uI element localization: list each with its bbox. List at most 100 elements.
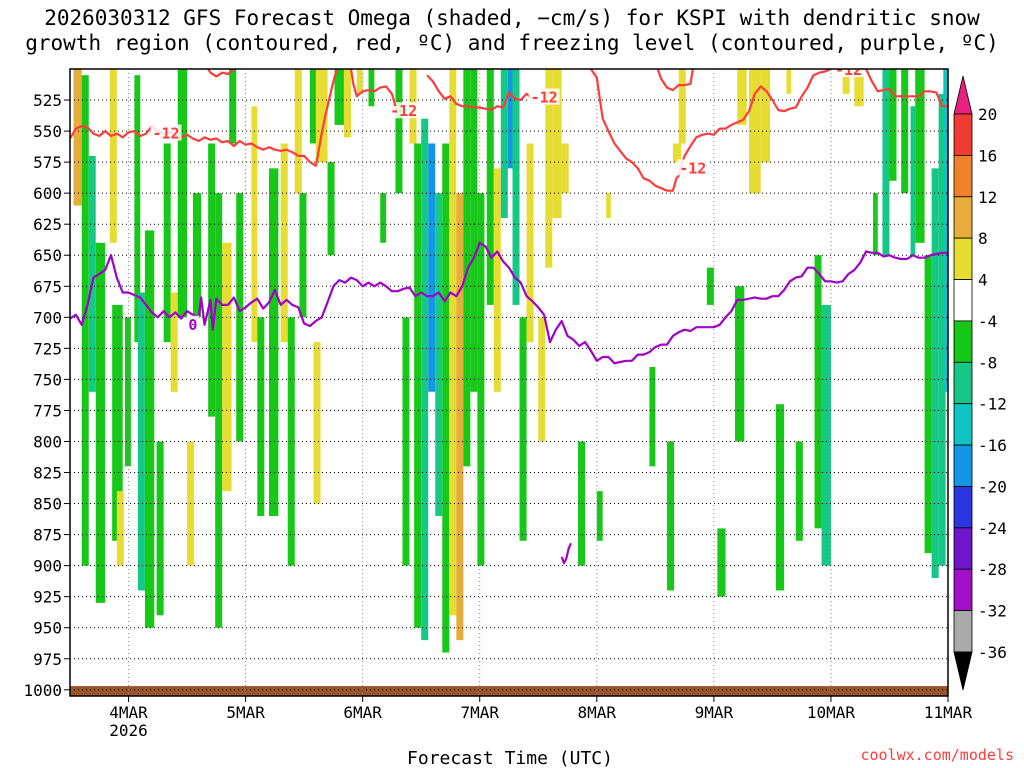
dendritic-contour-label-0: -12 xyxy=(152,125,179,143)
omega-region-7 xyxy=(125,317,131,467)
omega-region-82 xyxy=(873,193,878,256)
omega-region-30 xyxy=(313,342,321,504)
omega-region-25 xyxy=(280,143,288,343)
x-tick-label-9MAR: 9MAR xyxy=(695,703,734,722)
omega-region-80 xyxy=(842,69,850,94)
omega-region-53 xyxy=(500,69,508,218)
colorbar-label-8: -16 xyxy=(978,436,1007,455)
omega-region-81 xyxy=(854,69,864,107)
y-tick-label-775: 775 xyxy=(33,401,62,420)
colorbar-label-4: 4 xyxy=(978,271,988,290)
dendritic-contour-label-5: -12 xyxy=(835,61,862,79)
colorbar-band-bottom-arrow xyxy=(953,651,973,691)
y-tick-label-950: 950 xyxy=(33,619,62,638)
chart-title-line-1: 2026030312 GFS Forecast Omega (shaded, −… xyxy=(44,6,980,30)
site-credit[interactable]: coolwx.com/models xyxy=(860,746,1014,764)
freezing-contour-label-0: 0 xyxy=(188,316,197,334)
omega-region-55 xyxy=(512,69,520,305)
omega-region-35 xyxy=(356,69,363,94)
y-tick-label-525: 525 xyxy=(33,91,62,110)
x-tick-label-5MAR: 5MAR xyxy=(226,703,265,722)
y-tick-label-925: 925 xyxy=(33,588,62,607)
x-tick-sublabel-4MAR: 2026 xyxy=(109,721,148,740)
dendritic-contour-6 xyxy=(865,69,948,108)
colorbar-label-11: -28 xyxy=(978,560,1007,579)
omega-region-60 xyxy=(552,69,562,218)
colorbar-label-10: -24 xyxy=(978,519,1007,538)
dendritic-contour-label-bg-3 xyxy=(528,88,560,105)
omega-region-34 xyxy=(343,69,351,138)
dendritic-contour-label-bg-4 xyxy=(677,159,709,176)
y-tick-label-975: 975 xyxy=(33,650,62,669)
dendritic-contour-2 xyxy=(349,69,397,107)
omega-region-78 xyxy=(814,255,822,529)
freezing-contour-1 xyxy=(560,542,572,565)
freezing-contour-0 xyxy=(70,241,948,365)
y-axis: 525 550 575 600 625 650 675 700 725 750 775 800 825 8… xyxy=(23,91,70,700)
omega-region-45 xyxy=(442,143,450,653)
omega-region-85 xyxy=(901,69,909,194)
omega-region-5 xyxy=(112,304,123,541)
omega-region-8 xyxy=(134,75,141,343)
omega-region-42 xyxy=(421,118,429,641)
contour-lines: -12 -12 -12 -12 -12 0 xyxy=(70,61,948,565)
omega-region-54 xyxy=(507,69,513,169)
omega-region-88 xyxy=(924,255,932,554)
dendritic-contour-1 xyxy=(207,69,235,78)
omega-region-23 xyxy=(257,317,265,516)
colorbar-label-5: -4 xyxy=(978,312,997,331)
dendritic-contour-label-4: -12 xyxy=(679,159,706,177)
omega-region-19 xyxy=(222,242,232,492)
omega-region-0 xyxy=(73,69,82,206)
omega-region-2 xyxy=(88,155,96,392)
omega-region-46 xyxy=(449,69,457,616)
y-tick-label-625: 625 xyxy=(33,215,62,234)
colorbar-label-13: -36 xyxy=(978,643,1007,662)
omega-region-89 xyxy=(931,168,939,579)
omega-region-48 xyxy=(463,69,471,467)
omega-region-37 xyxy=(380,193,387,243)
omega-region-39 xyxy=(402,317,410,566)
y-tick-label-550: 550 xyxy=(33,122,62,141)
omega-region-13 xyxy=(170,292,178,392)
omega-region-67 xyxy=(678,69,686,144)
colorbar-band-12 xyxy=(953,568,973,612)
omega-region-6 xyxy=(116,491,124,566)
colorbar-label-6: -8 xyxy=(978,353,997,372)
omega-region-74 xyxy=(760,69,771,163)
omega-region-51 xyxy=(486,69,494,305)
dendritic-contour-0 xyxy=(70,69,338,167)
colorbar-band-8 xyxy=(953,403,973,446)
colorbar-band-6 xyxy=(953,320,973,363)
omega-region-76 xyxy=(786,69,792,94)
omega-region-3 xyxy=(95,242,106,603)
colorbar-label-7: -12 xyxy=(978,395,1007,414)
omega-region-56 xyxy=(519,317,527,541)
colorbar-band-1 xyxy=(953,113,973,156)
omega-region-50 xyxy=(477,193,485,566)
y-tick-label-900: 900 xyxy=(33,557,62,576)
omega-region-65 xyxy=(649,366,656,467)
x-tick-label-6MAR: 6MAR xyxy=(343,703,382,722)
omega-region-75 xyxy=(775,404,785,591)
colorbar-band-10 xyxy=(953,486,973,529)
y-tick-label-725: 725 xyxy=(33,339,62,358)
omega-region-1 xyxy=(81,75,89,566)
omega-region-79 xyxy=(821,304,831,566)
omega-region-31 xyxy=(315,69,328,163)
y-tick-label-850: 850 xyxy=(33,495,62,514)
colorbar-band-5 xyxy=(953,279,973,322)
omega-region-49 xyxy=(470,69,478,392)
colorbar-band-4 xyxy=(953,237,973,280)
colorbar-band-7 xyxy=(953,361,973,405)
omega-region-41 xyxy=(414,143,422,628)
omega-region-12 xyxy=(163,143,171,343)
omega-region-61 xyxy=(561,143,569,194)
colorbar-band-9 xyxy=(953,444,973,487)
colorbar-label-9: -20 xyxy=(978,477,1007,496)
omega-region-77 xyxy=(795,441,803,541)
y-tick-label-575: 575 xyxy=(33,153,62,172)
omega-region-59 xyxy=(545,69,553,268)
